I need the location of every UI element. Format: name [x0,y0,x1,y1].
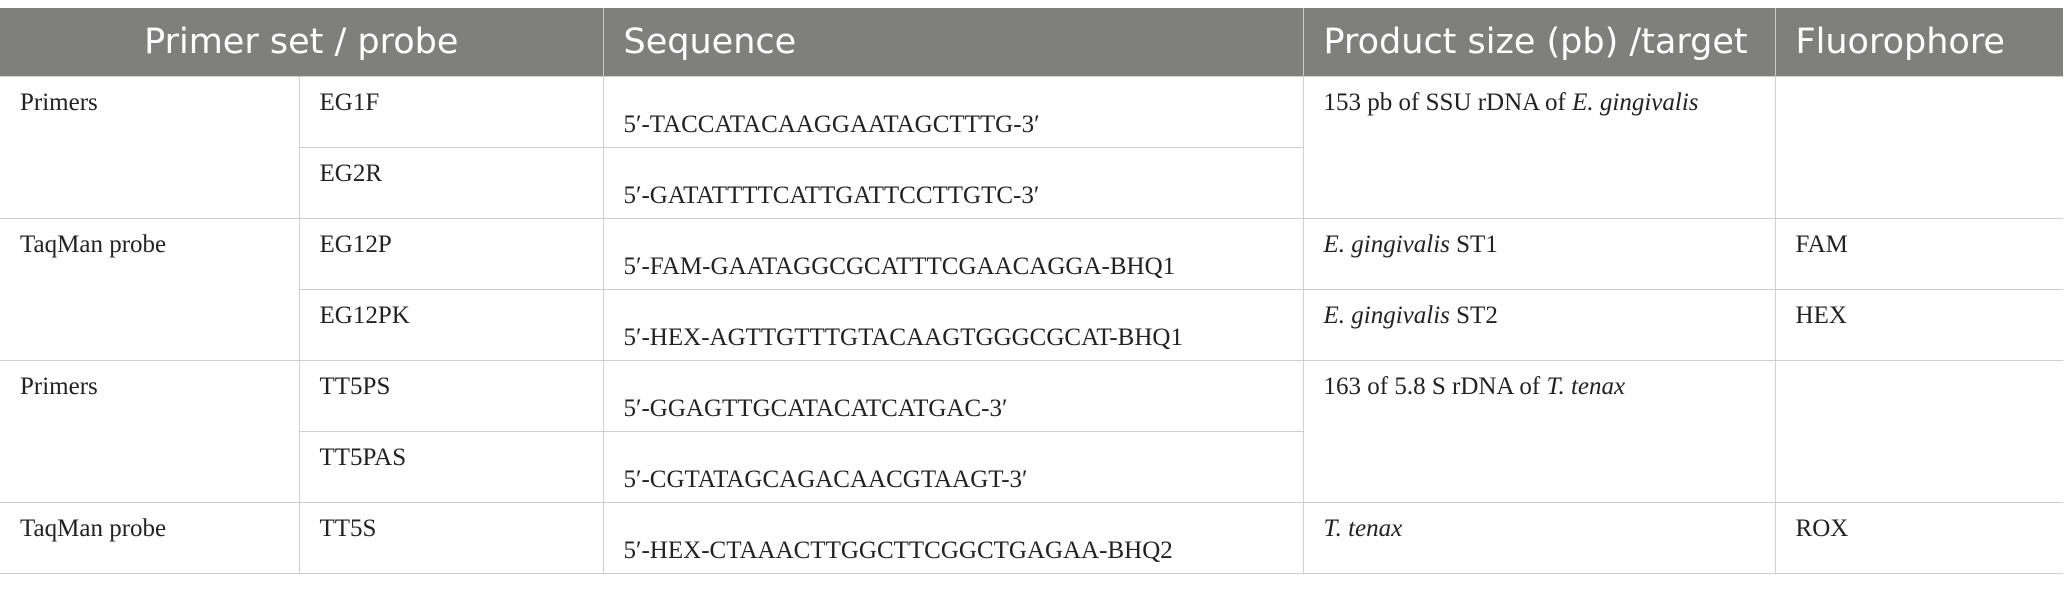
target-text: 153 pb of SSU rDNA of [1323,89,1573,116]
sequence-cell: 5′-GATATTTTCATTGATTCCTTGTC-3′ [602,147,1304,219]
target-cell: 163 of 5.8 S rDNA of T. tenax [1302,360,1776,503]
target-subtype: ST1 [1449,231,1498,258]
table-row: EG12PK 5′-HEX-AGTTGTTTGTACAAGTGGGCGCAT-B… [0,289,2064,361]
primer-name: TT5PAS [298,431,604,503]
sequence-cell: 5′-HEX-AGTTGTTTGTACAAGTGGGCGCAT-BHQ1 [602,289,1304,361]
header-sequence: Sequence [603,8,1304,77]
primer-probe-table: Primer set / probe Sequence Product size… [0,8,2064,574]
sequence-cell: 5′-CGTATAGCAGACAACGTAAGT-3′ [602,431,1304,503]
target-cell: T. tenax [1302,502,1776,574]
target-organism: T. tenax [1546,373,1626,400]
table-row: Primers TT5PS 5′-GGAGTTGCATACATCATGAC-3′… [0,360,2064,503]
target-cell: E. gingivalis ST2 [1302,289,1776,361]
probe-name: EG12PK [298,289,604,361]
table-row: EG2R 5′-GATATTTTCATTGATTCCTTGTC-3′ [0,147,2063,219]
target-subtype: ST2 [1449,302,1498,329]
sequence-cell: 5′-GGAGTTGCATACATCATGAC-3′ [602,360,1304,432]
table-row: TaqMan probe TT5S 5′-HEX-CTAAACTTGGCTTCG… [0,502,2064,574]
primer-name: EG2R [298,147,604,219]
table-header: Primer set / probe Sequence Product size… [0,8,2064,77]
sequence-cell: 5′-TACCATACAAGGAATAGCTTTG-3′ [602,76,1304,148]
row-type-label: TaqMan probe [0,218,300,361]
target-organism: E. gingivalis [1323,231,1450,258]
target-cell: E. gingivalis ST1 [1302,218,1776,290]
fluorophore-cell [1774,360,2064,503]
target-cell: 153 pb of SSU rDNA of E. gingivalis [1302,76,1776,219]
fluorophore-cell: ROX [1774,502,2064,574]
fluorophore-cell: FAM [1774,218,2064,290]
target-organism: E. gingivalis [1323,302,1450,329]
table-row: Primers EG1F 5′-TACCATACAAGGAATAGCTTTG-3… [0,76,2064,219]
header-product-size-target: Product size (pb) /target [1303,8,1776,77]
target-text: 163 of 5.8 S rDNA of [1323,373,1547,400]
header-primer-set-probe: Primer set / probe [0,8,604,77]
sequence-cell: 5′-HEX-CTAAACTTGGCTTCGGCTGAGAA-BHQ2 [602,502,1304,574]
table-row: TaqMan probe EG12P 5′-FAM-GAATAGGCGCATTT… [0,218,2064,361]
primer-name: EG1F [298,76,604,148]
sequence-cell: 5′-FAM-GAATAGGCGCATTTCGAACAGGA-BHQ1 [602,218,1304,290]
probe-name: TT5S [298,502,604,574]
target-organism: T. tenax [1323,515,1403,542]
target-organism: E. gingivalis [1572,89,1699,116]
primer-name: TT5PS [298,360,604,432]
row-type-label: Primers [0,76,300,219]
header-fluorophore: Fluorophore [1775,8,2064,77]
row-type-label: Primers [0,360,300,503]
row-type-label: TaqMan probe [0,502,300,574]
fluorophore-cell: HEX [1774,289,2064,361]
fluorophore-cell [1774,76,2064,219]
probe-name: EG12P [298,218,604,290]
